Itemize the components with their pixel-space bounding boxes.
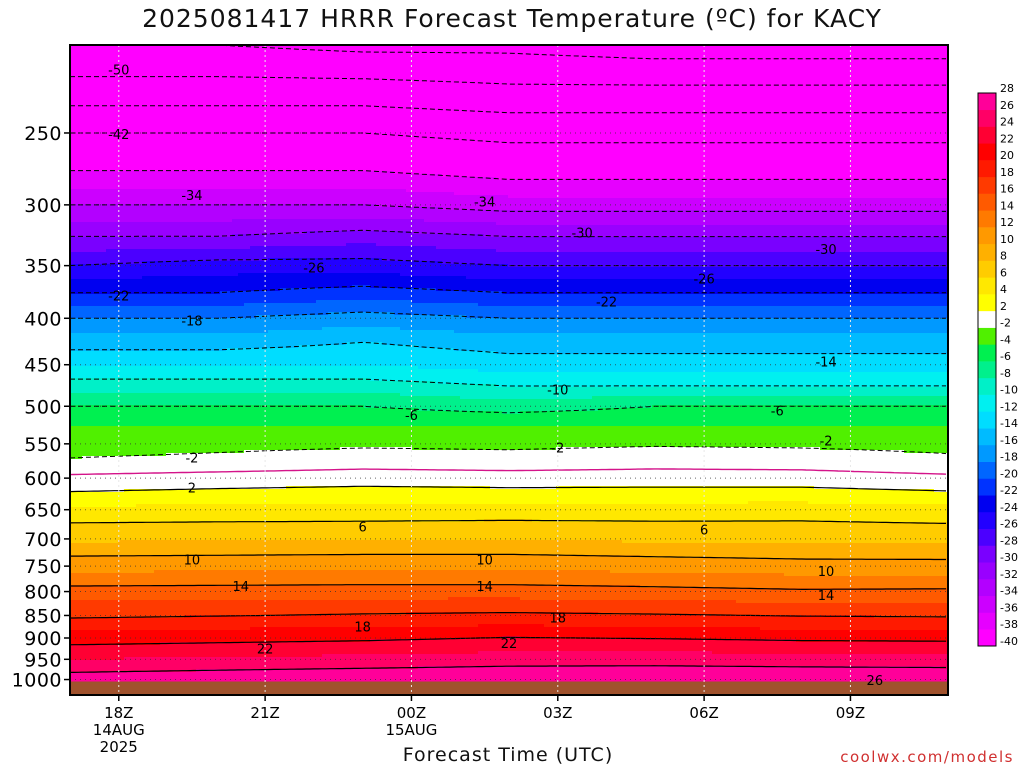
temperature-time-height-chart: -50-42-34 -34-30-30-26-26-22 -22-18-14-10-… (0, 0, 1024, 768)
